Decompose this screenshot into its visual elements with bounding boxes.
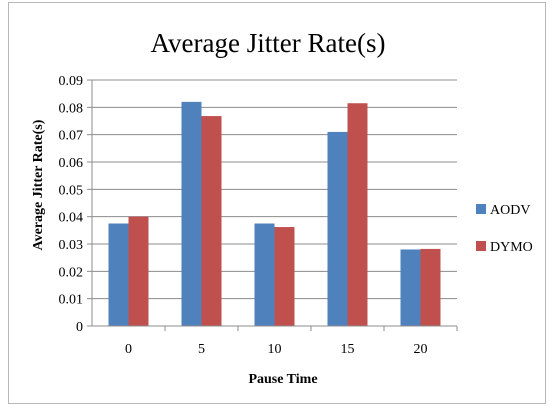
bar-aodv-5 [181,101,202,326]
x-tick-label: 10 [268,342,282,357]
x-tick-label: 0 [125,342,132,357]
legend: AODV DYMO [476,203,533,255]
gridlines [92,79,457,300]
legend-label-dymo: DYMO [490,240,533,255]
chart-title: Average Jitter Rate(s) [151,28,386,58]
bar-aodv-20 [400,249,421,326]
axes: 0 0.01 0.02 0.03 0.04 0.05 0.06 0.07 0.08 0.09 0 5 1… [59,74,458,357]
bar-aodv-0 [108,223,129,326]
legend-swatch-dymo [476,241,486,251]
bar-dymo-0 [128,216,149,326]
legend-swatch-aodv [476,204,486,214]
y-axis-label: Average Jitter Rate(s) [31,119,46,250]
y-tick-label: 0 [76,320,83,335]
x-axis-label: Pause Time [248,372,317,387]
bar-aodv-10 [254,223,275,326]
legend-label-aodv: AODV [490,203,530,218]
chart-frame [8,2,546,404]
y-tick-label: 0.04 [59,211,84,226]
x-tick-label: 15 [341,342,355,357]
y-tick-label: 0.08 [59,101,84,116]
bar-dymo-10 [274,227,295,326]
x-tick-label: 5 [198,342,205,357]
x-tick-label: 20 [414,342,428,357]
y-tick-label: 0.05 [59,183,84,198]
y-tick-label: 0.02 [59,265,84,280]
y-tick-label: 0.03 [59,238,84,253]
bar-dymo-5 [201,116,222,326]
bar-dymo-20 [420,248,441,326]
y-tick-label: 0.07 [59,129,84,144]
y-tick-label: 0.06 [59,156,84,171]
bars [108,101,441,326]
bar-dymo-15 [347,103,368,326]
bar-aodv-15 [327,131,348,326]
y-tick-label: 0.01 [59,293,84,308]
y-tick-label: 0.09 [59,74,84,89]
